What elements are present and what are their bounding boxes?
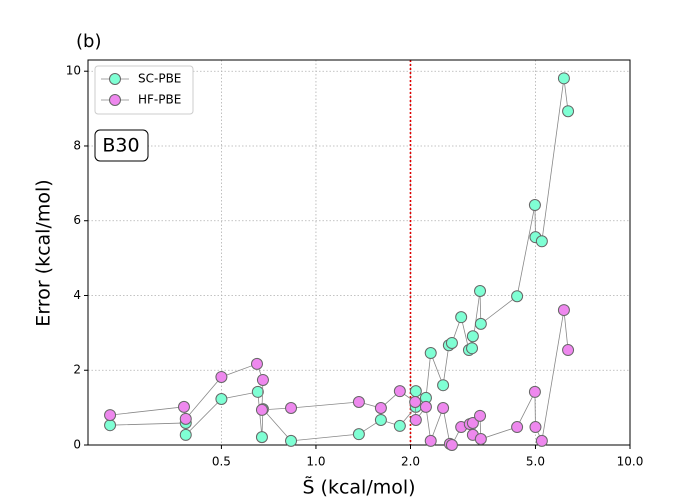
x-tick-label: 0.5 bbox=[212, 455, 231, 469]
point bbox=[474, 285, 487, 297]
point bbox=[474, 317, 487, 330]
y-tick-label: 4 bbox=[73, 288, 81, 302]
point bbox=[374, 401, 387, 414]
point bbox=[285, 401, 298, 414]
point bbox=[285, 434, 298, 447]
x-tick-label: 5.0 bbox=[526, 455, 545, 469]
point bbox=[352, 396, 365, 409]
y-tick-label: 6 bbox=[73, 213, 81, 227]
point bbox=[419, 400, 432, 413]
point bbox=[466, 330, 479, 343]
point bbox=[215, 370, 228, 383]
point bbox=[424, 347, 437, 360]
point bbox=[179, 412, 192, 425]
point bbox=[352, 428, 365, 441]
legend-label: SC-PBE bbox=[138, 72, 181, 86]
point bbox=[437, 379, 450, 392]
y-axis-label: Error (kcal/mol) bbox=[33, 179, 55, 326]
point bbox=[179, 428, 192, 441]
series-line bbox=[110, 309, 569, 446]
point bbox=[255, 431, 268, 444]
point bbox=[511, 290, 524, 303]
point bbox=[445, 439, 458, 451]
y-tick-label: 0 bbox=[73, 438, 81, 452]
point bbox=[256, 373, 269, 386]
legend-marker bbox=[109, 73, 121, 85]
point bbox=[528, 199, 541, 212]
point bbox=[528, 385, 541, 398]
x-tick-label: 2.0 bbox=[401, 455, 420, 469]
point bbox=[562, 105, 575, 118]
x-tick-label: 1.0 bbox=[306, 455, 325, 469]
point bbox=[557, 304, 570, 317]
point bbox=[393, 385, 406, 398]
point bbox=[250, 357, 263, 370]
point bbox=[529, 421, 542, 434]
point bbox=[255, 403, 268, 416]
point bbox=[557, 72, 570, 85]
series-line bbox=[110, 78, 569, 442]
point bbox=[535, 434, 548, 447]
point bbox=[409, 385, 422, 398]
point bbox=[437, 401, 450, 414]
point bbox=[466, 342, 479, 355]
point bbox=[511, 421, 524, 434]
y-tick-label: 10 bbox=[66, 64, 81, 78]
point bbox=[424, 434, 437, 447]
point bbox=[393, 419, 406, 432]
point bbox=[177, 400, 190, 413]
point bbox=[535, 235, 548, 248]
point bbox=[474, 433, 487, 446]
point bbox=[466, 416, 479, 429]
x-axis-label: S̃ (kcal/mol) bbox=[302, 476, 415, 498]
point bbox=[445, 336, 458, 349]
point bbox=[104, 409, 117, 422]
annotation: B30 bbox=[102, 135, 139, 157]
point bbox=[215, 393, 228, 406]
point bbox=[409, 413, 422, 426]
y-tick-label: 8 bbox=[73, 138, 81, 152]
point bbox=[374, 413, 387, 426]
legend-marker bbox=[109, 94, 121, 106]
point bbox=[251, 385, 264, 398]
point bbox=[104, 419, 117, 432]
chart-title: (b) bbox=[76, 31, 101, 52]
y-tick-label: 2 bbox=[73, 363, 81, 377]
point bbox=[562, 344, 575, 357]
x-tick-label: 10.0 bbox=[617, 455, 644, 469]
legend-label: HF-PBE bbox=[138, 93, 181, 107]
annotation-box bbox=[94, 129, 149, 162]
point bbox=[409, 396, 422, 409]
point bbox=[474, 409, 487, 422]
plot-frame bbox=[87, 59, 631, 446]
point bbox=[455, 311, 468, 324]
